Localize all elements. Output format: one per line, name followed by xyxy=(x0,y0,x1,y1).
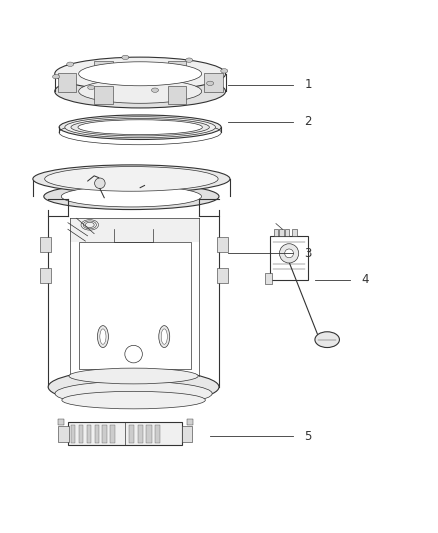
Bar xyxy=(293,229,297,236)
Ellipse shape xyxy=(67,62,74,67)
Ellipse shape xyxy=(53,75,60,79)
Bar xyxy=(285,229,290,236)
Bar xyxy=(205,74,223,92)
Bar xyxy=(48,209,219,387)
Bar xyxy=(94,86,113,104)
Bar xyxy=(279,229,284,236)
Ellipse shape xyxy=(100,329,106,344)
Bar xyxy=(110,425,115,442)
Bar xyxy=(265,273,272,284)
Ellipse shape xyxy=(122,55,129,60)
Bar xyxy=(39,268,50,283)
Text: 2: 2 xyxy=(304,116,312,128)
Bar xyxy=(87,425,91,442)
Bar xyxy=(138,425,143,442)
Ellipse shape xyxy=(55,57,226,91)
Bar xyxy=(39,237,50,252)
Text: 4: 4 xyxy=(361,273,369,286)
Bar xyxy=(58,426,69,442)
Ellipse shape xyxy=(71,118,209,136)
Text: 3: 3 xyxy=(304,247,312,260)
Ellipse shape xyxy=(152,88,159,92)
Bar xyxy=(182,426,192,442)
Circle shape xyxy=(279,244,299,263)
Ellipse shape xyxy=(44,183,219,209)
Bar xyxy=(71,425,75,442)
Ellipse shape xyxy=(88,85,95,90)
Bar xyxy=(94,61,113,79)
Text: 1: 1 xyxy=(304,78,312,91)
Bar xyxy=(168,61,186,79)
Bar xyxy=(129,425,134,442)
Ellipse shape xyxy=(69,368,198,384)
Ellipse shape xyxy=(48,369,219,405)
Ellipse shape xyxy=(33,165,230,193)
Bar xyxy=(68,423,182,445)
Bar xyxy=(79,243,191,369)
Ellipse shape xyxy=(59,115,221,140)
Bar xyxy=(146,425,152,442)
Ellipse shape xyxy=(55,75,226,108)
Ellipse shape xyxy=(221,69,228,73)
Bar xyxy=(58,419,64,425)
Bar xyxy=(168,86,186,104)
Bar xyxy=(187,419,193,425)
Ellipse shape xyxy=(61,186,201,207)
Bar xyxy=(217,237,228,252)
Ellipse shape xyxy=(45,167,218,191)
Bar xyxy=(95,425,99,442)
Ellipse shape xyxy=(186,58,193,62)
Ellipse shape xyxy=(55,381,212,406)
Ellipse shape xyxy=(159,326,170,348)
Ellipse shape xyxy=(62,391,205,409)
Ellipse shape xyxy=(207,81,214,85)
Bar xyxy=(70,219,199,243)
Ellipse shape xyxy=(79,62,201,86)
Ellipse shape xyxy=(79,79,201,103)
Bar xyxy=(273,229,278,236)
Bar xyxy=(271,236,307,280)
Bar xyxy=(79,425,83,442)
Circle shape xyxy=(285,249,293,258)
Circle shape xyxy=(125,345,142,363)
Bar xyxy=(155,425,160,442)
Text: 5: 5 xyxy=(304,430,312,443)
Ellipse shape xyxy=(161,329,167,344)
Bar xyxy=(217,268,228,283)
Bar xyxy=(57,74,76,92)
Ellipse shape xyxy=(65,117,215,138)
Circle shape xyxy=(95,178,105,189)
Ellipse shape xyxy=(97,326,108,348)
Bar xyxy=(102,425,107,442)
Ellipse shape xyxy=(78,120,202,135)
Ellipse shape xyxy=(315,332,339,348)
